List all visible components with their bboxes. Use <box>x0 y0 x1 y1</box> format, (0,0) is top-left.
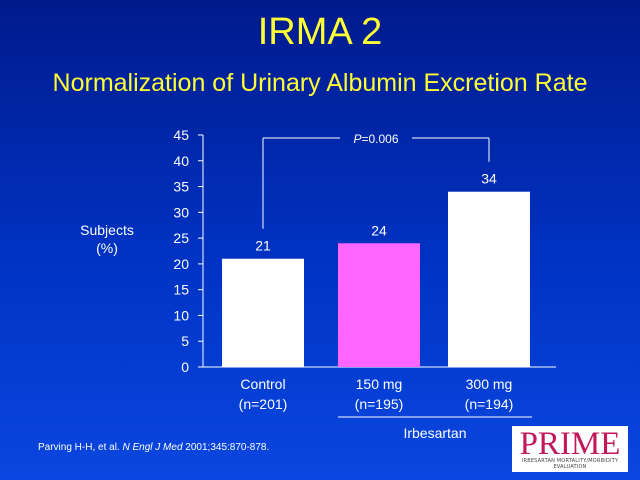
citation: Parving H-H, et al. N Engl J Med 2001;34… <box>38 442 269 453</box>
prime-logo: PRIME IRBESARTAN MORTALITY/MORBIDITY EVA… <box>512 426 628 472</box>
citation-details: 2001;345:870-878. <box>182 442 270 453</box>
y-axis-label-line2: (%) <box>96 240 118 256</box>
y-tick-label: 45 <box>173 127 189 143</box>
slide-subtitle: Normalization of Urinary Albumin Excreti… <box>52 69 588 97</box>
group-label: Irbesartan <box>403 425 466 441</box>
p-value-number: =0.006 <box>361 132 398 146</box>
data-label: 21 <box>255 238 271 254</box>
y-tick-label: 35 <box>173 179 189 195</box>
y-tick-label: 30 <box>173 204 189 220</box>
prime-logo-word: PRIME <box>519 426 621 462</box>
x-tick-label-n: (n=194) <box>465 396 514 412</box>
y-tick-label: 15 <box>173 282 189 298</box>
citation-journal: N Engl J Med <box>122 442 183 453</box>
y-axis-label: Subjects (%) <box>62 221 152 257</box>
bar <box>448 191 530 367</box>
y-axis-label-line1: Subjects <box>80 222 134 238</box>
y-tick-label: 40 <box>173 153 189 169</box>
x-tick-label-n: (n=195) <box>355 396 404 412</box>
x-tick-label-n: (n=201) <box>239 396 288 412</box>
citation-authors: Parving H-H, et al. <box>38 442 123 453</box>
bar <box>338 243 420 367</box>
prime-logo-tagline: IRBESARTAN MORTALITY/MORBIDITY EVALUATIO… <box>521 458 619 470</box>
y-tick-label: 20 <box>173 256 189 272</box>
x-tick-label: Control <box>240 376 285 392</box>
slide-title: IRMA 2 <box>257 11 383 53</box>
data-label: 24 <box>371 222 387 238</box>
y-tick-label: 25 <box>173 230 189 246</box>
y-tick-label: 10 <box>173 307 189 323</box>
x-tick-label: 300 mg <box>466 376 513 392</box>
p-value-label: P=0.006 <box>353 132 398 146</box>
y-tick-label: 5 <box>181 333 189 349</box>
bar <box>222 258 304 367</box>
data-label: 34 <box>481 171 497 187</box>
y-tick-label: 0 <box>181 359 189 375</box>
x-tick-label: 150 mg <box>356 376 403 392</box>
p-value-symbol: P <box>353 132 361 146</box>
